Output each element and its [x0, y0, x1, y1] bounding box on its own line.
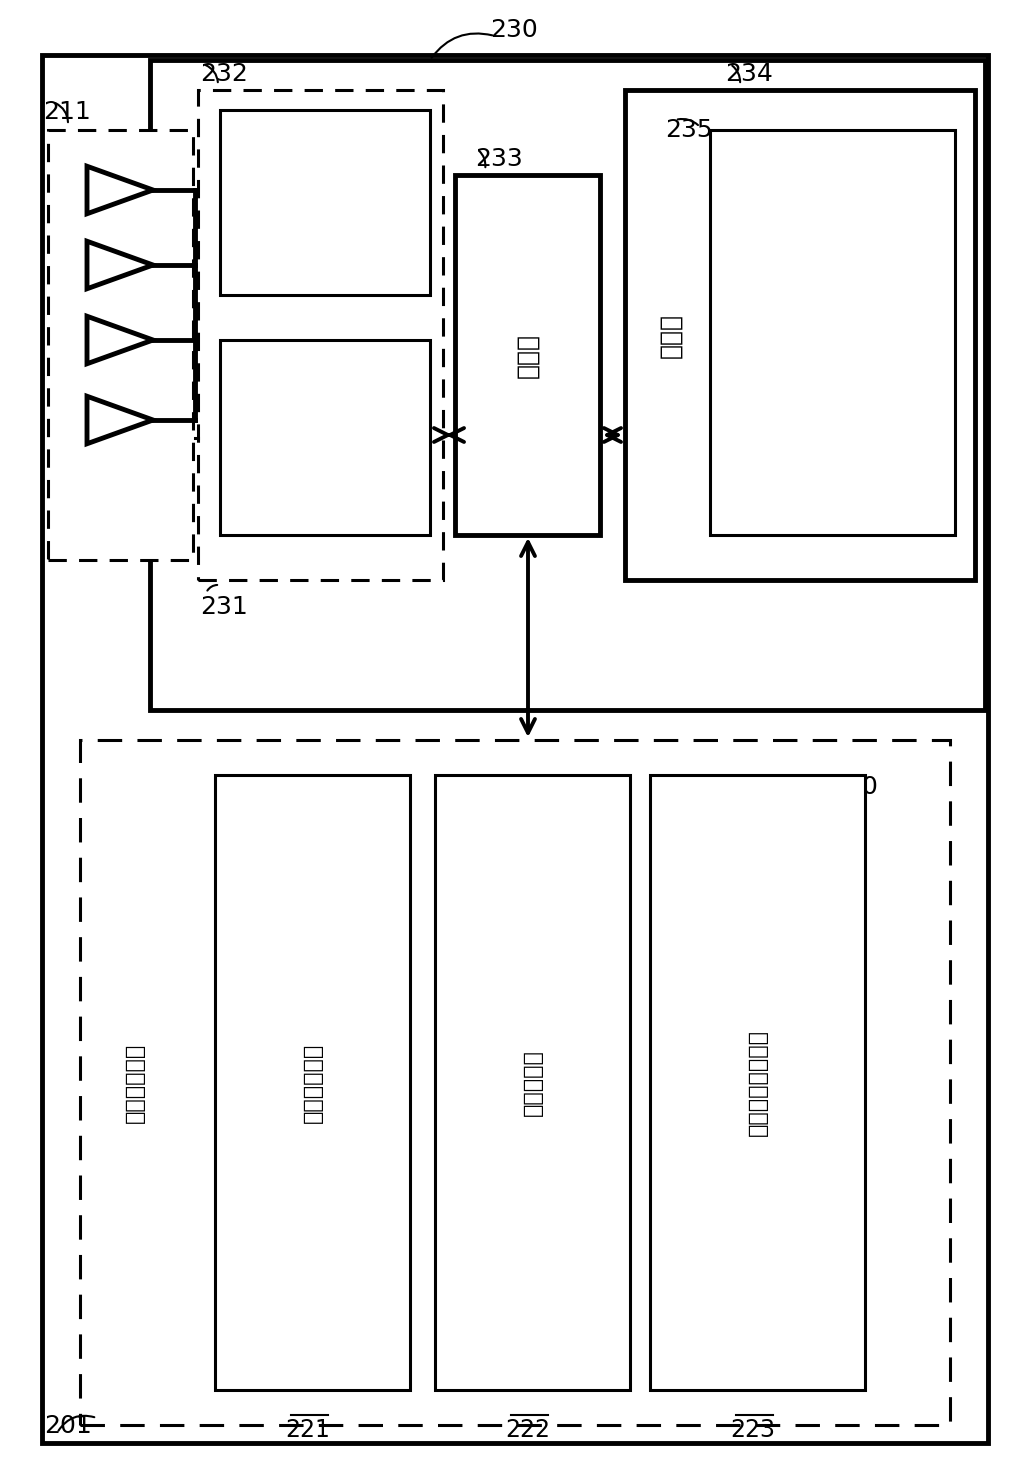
Text: 230: 230	[490, 18, 538, 41]
Text: 211: 211	[43, 100, 91, 124]
Text: 存储器: 存储器	[658, 312, 681, 358]
Text: 201: 201	[44, 1414, 92, 1439]
Bar	[455, 175, 600, 535]
Bar	[198, 90, 443, 579]
Text: 235: 235	[665, 118, 712, 142]
Text: 223: 223	[730, 1418, 775, 1442]
Bar	[710, 130, 955, 535]
Text: 231: 231	[200, 595, 247, 619]
Bar	[220, 111, 430, 295]
Text: 222: 222	[505, 1418, 550, 1442]
Text: RF收发机
模块: RF收发机 模块	[303, 404, 346, 472]
Bar	[625, 90, 975, 579]
Bar	[650, 775, 865, 1390]
Text: 处理器: 处理器	[516, 333, 539, 377]
Bar	[48, 130, 193, 560]
Bar	[149, 60, 985, 710]
Text: 程序指令
和数据: 程序指令 和数据	[811, 305, 854, 360]
Bar	[435, 775, 630, 1390]
Bar	[220, 340, 430, 535]
Text: 波束训练信息电路: 波束训练信息电路	[747, 1029, 767, 1136]
Text: 波束成形电路: 波束成形电路	[302, 1042, 323, 1123]
Text: 220: 220	[830, 775, 877, 799]
Text: 波束监测器: 波束监测器	[523, 1049, 542, 1116]
Bar	[80, 740, 950, 1425]
Text: 234: 234	[725, 62, 773, 85]
Text: 221: 221	[285, 1418, 330, 1442]
Text: 233: 233	[475, 147, 523, 171]
Text: 波束训练电路: 波束训练电路	[125, 1042, 145, 1123]
Text: 232: 232	[200, 62, 247, 85]
Bar	[215, 775, 410, 1390]
Text: 基带处理
单元: 基带处理 单元	[303, 175, 346, 230]
